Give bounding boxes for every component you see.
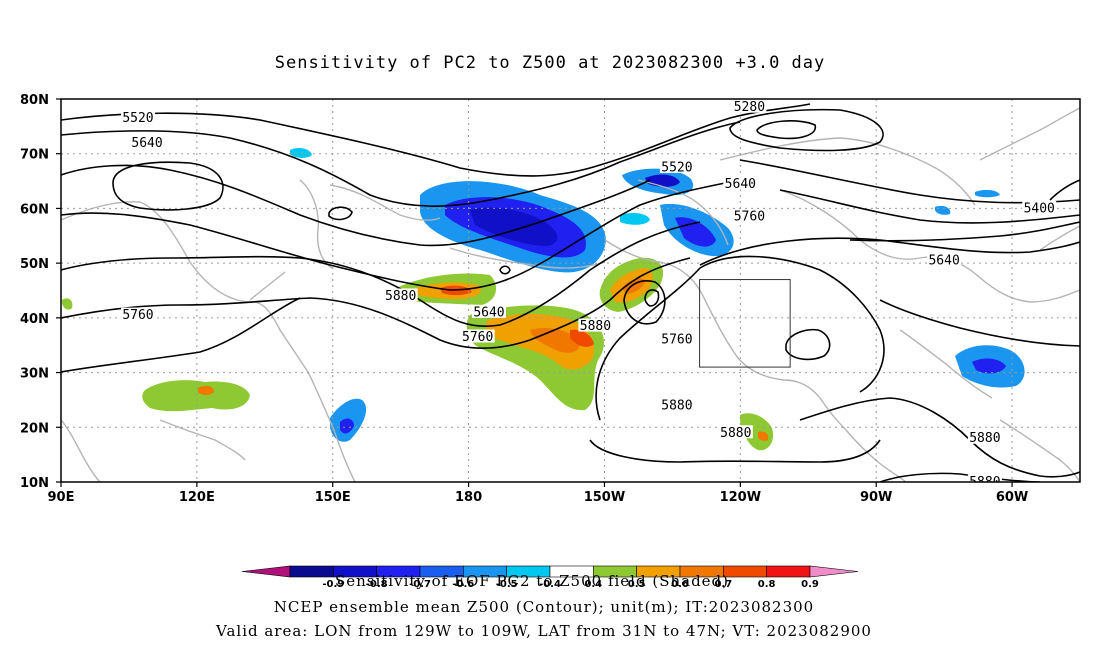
colorbar-swatch [723,565,767,578]
colorbar-tick-label: -0.4 [539,579,561,590]
contour-label: 5280 [734,100,765,115]
colorbar-tick-label: 0.4 [584,579,602,590]
lon-tick-label: 120E [179,490,215,505]
lat-tick-label: 40N [20,312,49,327]
colorbar-min-triangle [241,565,291,578]
gridlines [61,99,1080,482]
contour-label: 5520 [661,160,692,175]
z500-contours [61,103,1080,482]
lon-tick-label: 150E [315,490,351,505]
colorbar-tick-label: -0.6 [452,579,474,590]
contour-label: 5640 [473,305,504,320]
colorbar-max-triangle [809,565,859,578]
contour-label-bg [967,430,1002,444]
contour-label: 5880 [385,289,416,304]
lon-tick-label: 90E [48,490,75,505]
lat-tick-label: 20N [20,421,49,436]
colorbar-tick-label: 0.5 [628,579,646,590]
colorbar: -0.9 -0.8 -0.7 -0.6 -0.5 -0.4 0.4 0.5 0.6 0.7 0.8 0… [241,565,859,590]
lon-tick-label: 180 [455,490,482,505]
contour-label-bg [718,425,753,439]
colorbar-tick-label: -0.9 [322,579,344,590]
contour-label-bg [383,288,418,302]
lon-tick-label: 90W [860,490,892,505]
valid-area-box [699,279,791,368]
contour-label: 5880 [969,431,1000,446]
colorbar-tick-label: 0.8 [758,579,776,590]
figure-title: Sensitivity of PC2 to Z500 at 2023082300… [275,53,826,73]
lat-tick-label: 60N [20,202,49,217]
contour-label-bg [130,135,165,149]
contour-label-bg [723,176,758,190]
lat-tick-label: 70N [20,148,49,163]
contour-label-bg [471,304,506,318]
map-frame [60,98,1081,483]
contour-label: 5880 [969,475,1000,490]
lat-tick-label: 30N [20,367,49,382]
contour-label: 5760 [462,330,493,345]
contour-label-bg [578,318,613,332]
contour-label: 5760 [734,210,765,225]
colorbar-tick-label: 0.7 [714,579,732,590]
colorbar-swatch [289,565,334,578]
contour-label: 5880 [580,319,611,334]
colorbar-tick-label: -0.5 [496,579,518,590]
contour-label-bg [120,307,155,321]
lon-tick-label: 60W [996,490,1028,505]
contour-label: 5640 [131,136,162,151]
colorbar-tick-label: -0.8 [366,579,388,590]
contour-label: 5640 [725,177,756,192]
contour-label-bg [732,209,767,223]
contour-label-bg [927,252,962,266]
contour-label-bg [120,110,155,124]
contour-label-bg [659,159,694,173]
contour-label: 5520 [122,111,153,126]
contour-label-bg [732,99,767,113]
contour-label: 5400 [1024,201,1055,216]
contour-label-bg [659,397,694,411]
contour-label-bg [659,332,694,346]
contour-label: 5880 [661,398,692,413]
contour-label: 5760 [661,333,692,348]
colorbar-swatch [766,565,811,578]
footer-line-2: Valid area: LON from 129W to 109W, LAT f… [215,622,872,640]
map-panel: 5520 5640 5280 5520 5640 5760 5400 5640 5880 5640… [61,99,1080,490]
colorbar-tick-label: 0.9 [801,579,819,590]
lon-tick-label: 150W [584,490,625,505]
contour-label-bg [967,474,1002,482]
contour-label-bg [460,329,495,343]
latitude-tick-labels: 80N 70N 60N 50N 40N 30N 20N 10N [20,93,61,491]
lat-tick-label: 50N [20,257,49,272]
colorbar-tick-label: -0.7 [409,579,431,590]
lat-tick-label: 80N [20,93,49,108]
contour-label: 5640 [928,253,959,268]
footer-line-1: NCEP ensemble mean Z500 (Contour); unit(… [274,598,814,616]
contour-label-bg [1022,200,1057,214]
lon-tick-label: 120W [720,490,761,505]
contour-label: 5880 [720,426,751,441]
contour-label: 5760 [122,308,153,323]
contour-labels: 5520 5640 5280 5520 5640 5760 5400 5640 5880 5640… [120,99,1057,490]
colorbar-label: Sensitivity of EOF PC2 to Z500 field (Sh… [335,572,729,590]
colorbar-tick-label: 0.6 [671,579,689,590]
longitude-tick-labels: 90E 120E 150E 180 150W 120W 90W 60W [48,482,1028,505]
lat-tick-label: 10N [20,476,49,491]
